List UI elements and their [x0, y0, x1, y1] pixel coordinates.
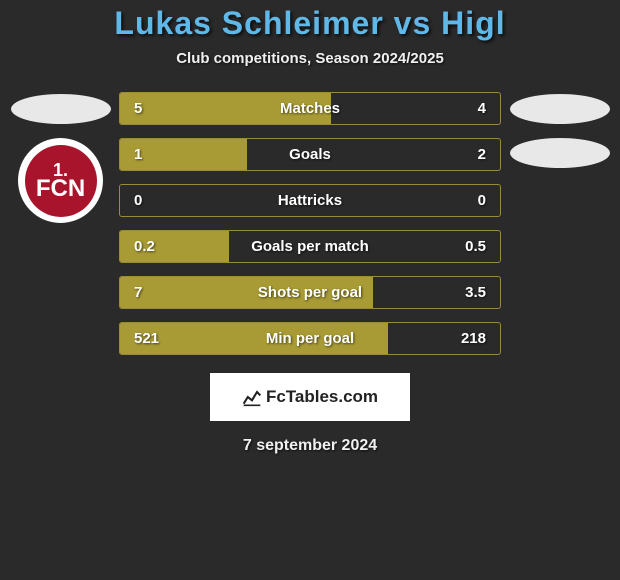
badge-text-bottom: FCN: [36, 177, 85, 201]
chart-icon: [242, 387, 262, 407]
brand-box: FcTables.com: [210, 373, 410, 421]
left-club-badge: 1. FCN: [18, 138, 103, 223]
stat-bar: 5Matches4: [119, 92, 501, 125]
page-subtitle: Club competitions, Season 2024/2025: [0, 50, 620, 67]
left-player-col: 1. FCN: [8, 92, 113, 223]
bar-right-value: 4: [478, 100, 486, 117]
right-player-col: [507, 92, 612, 168]
bar-label: Hattricks: [120, 192, 500, 209]
left-player-avatar: [11, 94, 111, 124]
stat-bar: 0.2Goals per match0.5: [119, 230, 501, 263]
stat-bar: 1Goals2: [119, 138, 501, 171]
bar-label: Goals per match: [120, 238, 500, 255]
left-club-badge-inner: 1. FCN: [25, 145, 97, 217]
stats-bars: 5Matches4 1Goals2 0Hattricks0 0.2Goals per …: [113, 92, 507, 355]
date-line: 7 september 2024: [0, 437, 620, 455]
bar-right-value: 3.5: [465, 284, 486, 301]
bar-right-value: 2: [478, 146, 486, 163]
comparison-card: Lukas Schleimer vs Higl Club competition…: [0, 0, 620, 455]
bar-label: Goals: [120, 146, 500, 163]
bar-right-value: 218: [461, 330, 486, 347]
bar-label: Matches: [120, 100, 500, 117]
stat-bar: 521Min per goal218: [119, 322, 501, 355]
page-title: Lukas Schleimer vs Higl: [0, 5, 620, 42]
brand-text: FcTables.com: [266, 387, 378, 407]
stat-bar: 0Hattricks0: [119, 184, 501, 217]
bar-right-value: 0.5: [465, 238, 486, 255]
right-player-avatar: [510, 94, 610, 124]
bar-label: Shots per goal: [120, 284, 500, 301]
bar-label: Min per goal: [120, 330, 500, 347]
main-row: 1. FCN 5Matches4 1Goals2 0Hattricks0 0.2Goa…: [0, 92, 620, 355]
right-club-badge: [510, 138, 610, 168]
bar-right-value: 0: [478, 192, 486, 209]
stat-bar: 7Shots per goal3.5: [119, 276, 501, 309]
